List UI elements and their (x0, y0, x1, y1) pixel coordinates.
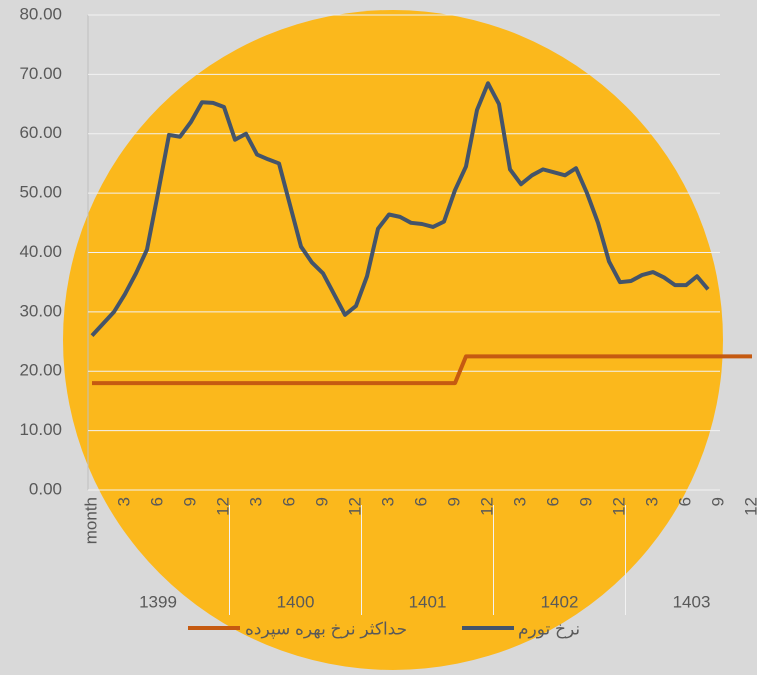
legend-label: حداکثر نرخ بهره سپرده (245, 619, 407, 639)
x-tick-label: 6 (675, 497, 694, 506)
x-tick-label: 6 (279, 497, 298, 506)
y-tick-label: 50.00 (19, 183, 62, 202)
x-tick-label: 9 (576, 497, 595, 506)
y-tick-label: 70.00 (19, 64, 62, 83)
x-tick-label: 12 (609, 497, 628, 516)
y-tick-label: 10.00 (19, 420, 62, 439)
x-tick-label: 9 (312, 497, 331, 506)
x-tick-label: 6 (411, 497, 430, 506)
y-tick-label: 20.00 (19, 361, 62, 380)
x-tick-label: 12 (345, 497, 364, 516)
background-circle (63, 10, 723, 670)
x-tick-label: 12 (477, 497, 496, 516)
x-tick-label: 9 (444, 497, 463, 506)
group-label: 1403 (673, 592, 711, 611)
series-line (90, 81, 710, 337)
y-tick-label: 0.00 (29, 479, 62, 498)
series-line (92, 354, 752, 386)
x-tick-label: 6 (147, 497, 166, 506)
group-label: 1401 (409, 592, 447, 611)
y-tick-label: 40.00 (19, 242, 62, 261)
x-tick-label: month (81, 497, 100, 544)
x-tick-label: 6 (543, 497, 562, 506)
y-tick-label: 30.00 (19, 301, 62, 320)
x-tick-label: 12 (741, 497, 757, 516)
x-tick-label: 9 (708, 497, 727, 506)
x-tick-label: 12 (213, 497, 232, 516)
legend-label: نرخ تورم (518, 619, 580, 639)
x-tick-label: 3 (642, 497, 661, 506)
y-tick-label: 60.00 (19, 123, 62, 142)
group-label: 1399 (139, 592, 177, 611)
group-label: 1400 (277, 592, 315, 611)
x-tick-label: 3 (510, 497, 529, 506)
x-tick-label: 3 (378, 497, 397, 506)
x-tick-label: 3 (246, 497, 265, 506)
x-tick-label: 9 (180, 497, 199, 506)
y-tick-label: 80.00 (19, 4, 62, 23)
group-label: 1402 (541, 592, 579, 611)
x-tick-label: 3 (114, 497, 133, 506)
